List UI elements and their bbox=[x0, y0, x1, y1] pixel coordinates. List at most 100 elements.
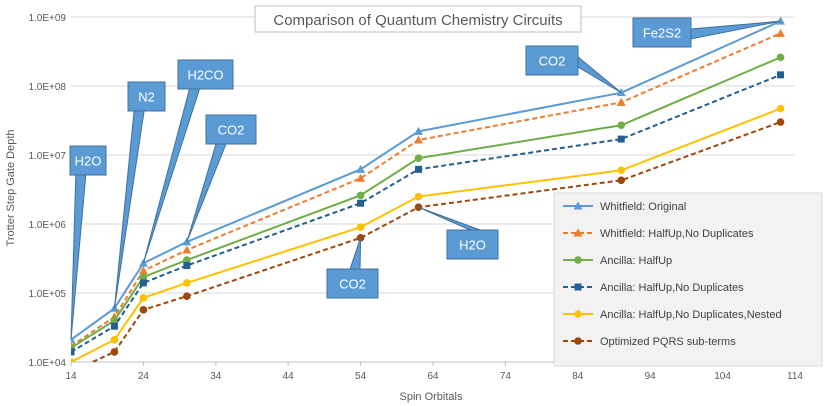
legend-item: Ancilla: HalfUp,No Duplicates,Nested bbox=[563, 309, 782, 321]
legend-item: Whitfield: Original bbox=[563, 201, 686, 213]
legend-label: Ancilla: HalfUp,No Duplicates bbox=[600, 282, 744, 294]
series-line bbox=[71, 32, 781, 347]
data-point bbox=[183, 256, 191, 264]
callout-pointer bbox=[349, 237, 362, 270]
legend-swatch-marker bbox=[574, 310, 582, 318]
callout-pointer bbox=[418, 206, 481, 231]
legend-swatch-marker bbox=[573, 228, 583, 237]
data-point bbox=[71, 358, 75, 362]
callout-label: H2O bbox=[459, 238, 486, 253]
data-point bbox=[415, 165, 423, 173]
x-tick-label: 34 bbox=[210, 371, 222, 382]
callout: CO2 bbox=[326, 237, 379, 299]
data-point bbox=[139, 306, 148, 314]
callout-label: CO2 bbox=[539, 54, 566, 69]
data-point bbox=[617, 166, 626, 175]
y-tick-label: 1.0E+04 bbox=[28, 358, 66, 369]
callout-label: CO2 bbox=[218, 123, 245, 138]
callout: N2 bbox=[113, 81, 166, 309]
callout-box bbox=[632, 17, 692, 48]
legend-swatch-marker bbox=[574, 337, 582, 345]
data-point bbox=[414, 135, 424, 144]
data-point bbox=[139, 273, 148, 281]
callout-pointer bbox=[577, 55, 622, 94]
callout-label: H2O bbox=[75, 154, 102, 169]
series-3 bbox=[71, 71, 785, 356]
legend-label: Whitfield: HalfUp,No Duplicates bbox=[600, 228, 754, 240]
series-line bbox=[71, 20, 781, 341]
callout: H2O bbox=[69, 145, 107, 340]
y-axis-title: Trotter Step Gate Depth bbox=[5, 130, 17, 247]
data-point bbox=[183, 262, 191, 270]
x-tick-label: 104 bbox=[714, 371, 731, 382]
data-point bbox=[110, 322, 118, 330]
data-point bbox=[356, 223, 365, 231]
callout-box bbox=[205, 114, 257, 145]
callout-box bbox=[69, 145, 107, 176]
data-point bbox=[776, 104, 785, 113]
data-point bbox=[414, 126, 424, 135]
data-point bbox=[183, 292, 191, 300]
callout-box bbox=[525, 45, 579, 76]
y-tick-label: 1.0E+08 bbox=[28, 82, 66, 93]
y-tick-label: 1.0E+05 bbox=[28, 289, 66, 300]
data-point bbox=[357, 199, 365, 207]
data-point bbox=[776, 28, 786, 37]
x-tick-label: 24 bbox=[138, 371, 150, 382]
callout-label: Fe2S2 bbox=[643, 26, 681, 41]
legend-item: Ancilla: HalfUp,No Duplicates bbox=[563, 282, 744, 294]
data-point bbox=[71, 348, 75, 356]
callouts: H2O N2 H2CO CO2 CO2 H2O CO2 Fe2S2 bbox=[69, 17, 781, 340]
series-line bbox=[71, 73, 781, 353]
data-point bbox=[356, 173, 366, 182]
x-tick-label: 44 bbox=[283, 371, 295, 382]
series-2 bbox=[71, 53, 785, 352]
callout-box bbox=[177, 59, 234, 90]
data-point bbox=[617, 176, 626, 185]
callout-box bbox=[326, 268, 379, 299]
data-point bbox=[356, 164, 366, 173]
y-tick-label: 1.0E+06 bbox=[28, 220, 66, 231]
legend-label: Whitfield: Original bbox=[600, 201, 686, 213]
legend-swatch-marker bbox=[574, 283, 582, 291]
data-point bbox=[414, 154, 423, 162]
callout: CO2 bbox=[525, 45, 622, 94]
data-point bbox=[183, 279, 191, 287]
data-point bbox=[414, 192, 423, 201]
legend-swatch-marker bbox=[574, 256, 582, 264]
callout-box bbox=[127, 81, 166, 112]
data-point bbox=[110, 316, 119, 325]
y-tick-label: 1.0E+09 bbox=[28, 13, 66, 24]
legend-item: Ancilla: HalfUp bbox=[563, 255, 672, 267]
data-point bbox=[776, 53, 785, 62]
callout-label: H2CO bbox=[187, 68, 223, 83]
data-point bbox=[356, 191, 365, 200]
data-point bbox=[616, 97, 626, 106]
series-4 bbox=[71, 104, 785, 362]
legend-item: Whitfield: HalfUp,No Duplicates bbox=[563, 228, 754, 240]
callout: H2CO bbox=[142, 59, 234, 264]
legend-swatch-marker bbox=[573, 201, 583, 210]
data-point bbox=[139, 279, 147, 287]
data-point bbox=[776, 16, 786, 25]
data-point bbox=[617, 135, 625, 143]
callout: CO2 bbox=[186, 114, 257, 243]
callout-pointer bbox=[70, 174, 87, 340]
data-point bbox=[777, 71, 785, 79]
callout-box bbox=[446, 229, 499, 260]
callout-pointer bbox=[113, 110, 145, 309]
data-point bbox=[110, 335, 119, 344]
legend-label: Optimized PQRS sub-terms bbox=[600, 336, 736, 348]
legend-item: Optimized PQRS sub-terms bbox=[563, 336, 736, 348]
x-tick-label: 74 bbox=[500, 371, 512, 382]
callout: H2O bbox=[418, 206, 499, 260]
callout-label: N2 bbox=[138, 90, 155, 105]
x-axis-title: Spin Orbitals bbox=[400, 391, 463, 403]
callout: Fe2S2 bbox=[632, 17, 781, 48]
data-point bbox=[110, 348, 119, 356]
data-point bbox=[776, 118, 785, 126]
data-point bbox=[617, 121, 626, 130]
x-tick-label: 114 bbox=[787, 371, 803, 382]
x-tick-label: 54 bbox=[355, 371, 367, 382]
